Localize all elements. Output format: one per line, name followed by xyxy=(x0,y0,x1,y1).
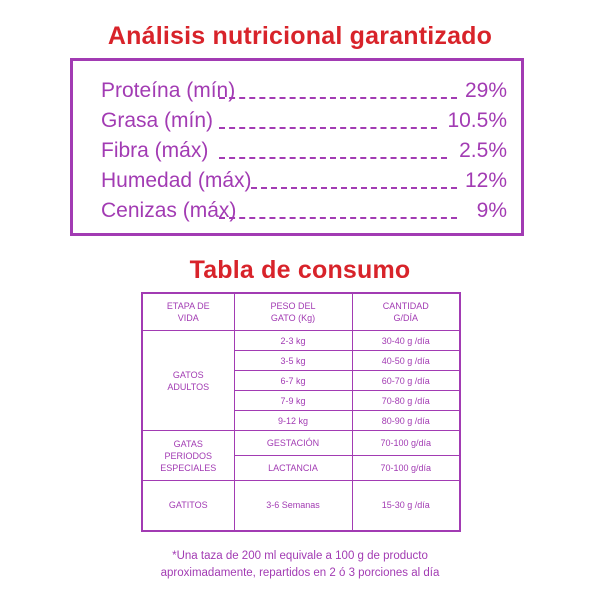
table-row: 3-5 kg 40-50 g /día xyxy=(142,350,461,371)
cell-cantidad: 60-70 g /día xyxy=(351,370,461,391)
table-row: GATAS PERIODOS ESPECIALES GESTACIÓN 70-100… xyxy=(141,430,461,481)
dotted-leader xyxy=(251,187,457,189)
table-row: LACTANCIA 70-100 g/día xyxy=(142,455,461,481)
footnote-line: *Una taza de 200 ml equivale a 100 g de … xyxy=(172,550,428,562)
group-label-adultos: GATOS ADULTOS xyxy=(141,330,235,431)
cell-peso: 6-7 kg xyxy=(233,370,353,391)
dotted-leader xyxy=(219,127,437,129)
nutrition-row-ash: Cenizas (máx) 9% xyxy=(101,199,507,229)
nutrition-label: Fibra (máx) xyxy=(101,139,209,162)
cell-cantidad: 70-80 g /día xyxy=(351,390,461,411)
cell-cantidad: 15-30 g /día xyxy=(351,480,461,531)
cell-peso: LACTANCIA xyxy=(233,455,353,481)
table-row: GATOS ADULTOS 2-3 kg 30-40 g /día xyxy=(141,330,461,431)
cell-peso: 2-3 kg xyxy=(233,330,353,351)
group-label-especiales: GATAS PERIODOS ESPECIALES xyxy=(141,430,235,481)
nutrition-row-fat: Grasa (mín) 10.5% xyxy=(101,109,507,139)
cell-cantidad: 70-100 g/día xyxy=(351,430,461,456)
table-row: GATITOS 3-6 Semanas 15-30 g /día xyxy=(141,480,461,531)
table-row: 6-7 kg 60-70 g /día xyxy=(142,370,461,391)
cell-peso: 7-9 kg xyxy=(233,390,353,411)
nutrition-row-moisture: Humedad (máx) 12% xyxy=(101,169,507,199)
dotted-leader xyxy=(219,97,457,99)
cell-peso: 3-6 Semanas xyxy=(233,480,353,531)
nutrition-box: Proteína (mín) 29% Grasa (mín) 10.5% Fib… xyxy=(70,58,524,236)
cell-cantidad: 80-90 g /día xyxy=(351,410,461,431)
footnote-line: aproximadamente, repartidos en 2 ó 3 por… xyxy=(160,567,440,579)
consumption-table: ETAPA DE VIDA PESO DEL GATO (Kg) CANTIDAD G… xyxy=(141,292,461,532)
nutrition-value: 29% xyxy=(464,79,507,102)
nutrition-row-protein: Proteína (mín) 29% xyxy=(101,79,507,109)
cell-peso: GESTACIÓN xyxy=(233,430,353,456)
nutrition-label: Humedad (máx) xyxy=(101,169,252,192)
cell-cantidad: 40-50 g /día xyxy=(351,350,461,371)
group-label-gatitos: GATITOS xyxy=(141,480,235,531)
cell-peso: 9-12 kg xyxy=(233,410,353,431)
consumption-title: Tabla de consumo xyxy=(189,256,411,284)
nutrition-label: Cenizas (máx) xyxy=(101,199,237,222)
dotted-leader xyxy=(219,157,447,159)
nutrition-value: 12% xyxy=(464,169,507,192)
header-cantidad: CANTIDAD G/DÍA xyxy=(351,292,461,331)
table-row: 9-12 kg 80-90 g /día xyxy=(142,410,461,431)
table-header-row: ETAPA DE VIDA PESO DEL GATO (Kg) CANTIDAD G… xyxy=(141,292,461,331)
nutrition-label: Grasa (mín) xyxy=(101,109,214,132)
dotted-leader xyxy=(219,217,457,219)
header-etapa: ETAPA DE VIDA xyxy=(141,292,235,331)
nutrition-title: Análisis nutricional garantizado xyxy=(107,22,493,50)
nutrition-label: Proteína (mín) xyxy=(101,79,236,102)
nutrition-row-fiber: Fibra (máx) 2.5% xyxy=(101,139,507,169)
nutrition-value: 10.5% xyxy=(447,109,507,132)
header-peso: PESO DEL GATO (Kg) xyxy=(233,292,353,331)
cell-peso: 3-5 kg xyxy=(233,350,353,371)
nutrition-value: 2.5% xyxy=(459,139,507,162)
nutrition-value: 9% xyxy=(476,199,507,222)
footnote: *Una taza de 200 ml equivale a 100 g de … xyxy=(0,548,600,582)
cell-cantidad: 30-40 g /día xyxy=(351,330,461,351)
cell-cantidad: 70-100 g/día xyxy=(351,455,461,481)
